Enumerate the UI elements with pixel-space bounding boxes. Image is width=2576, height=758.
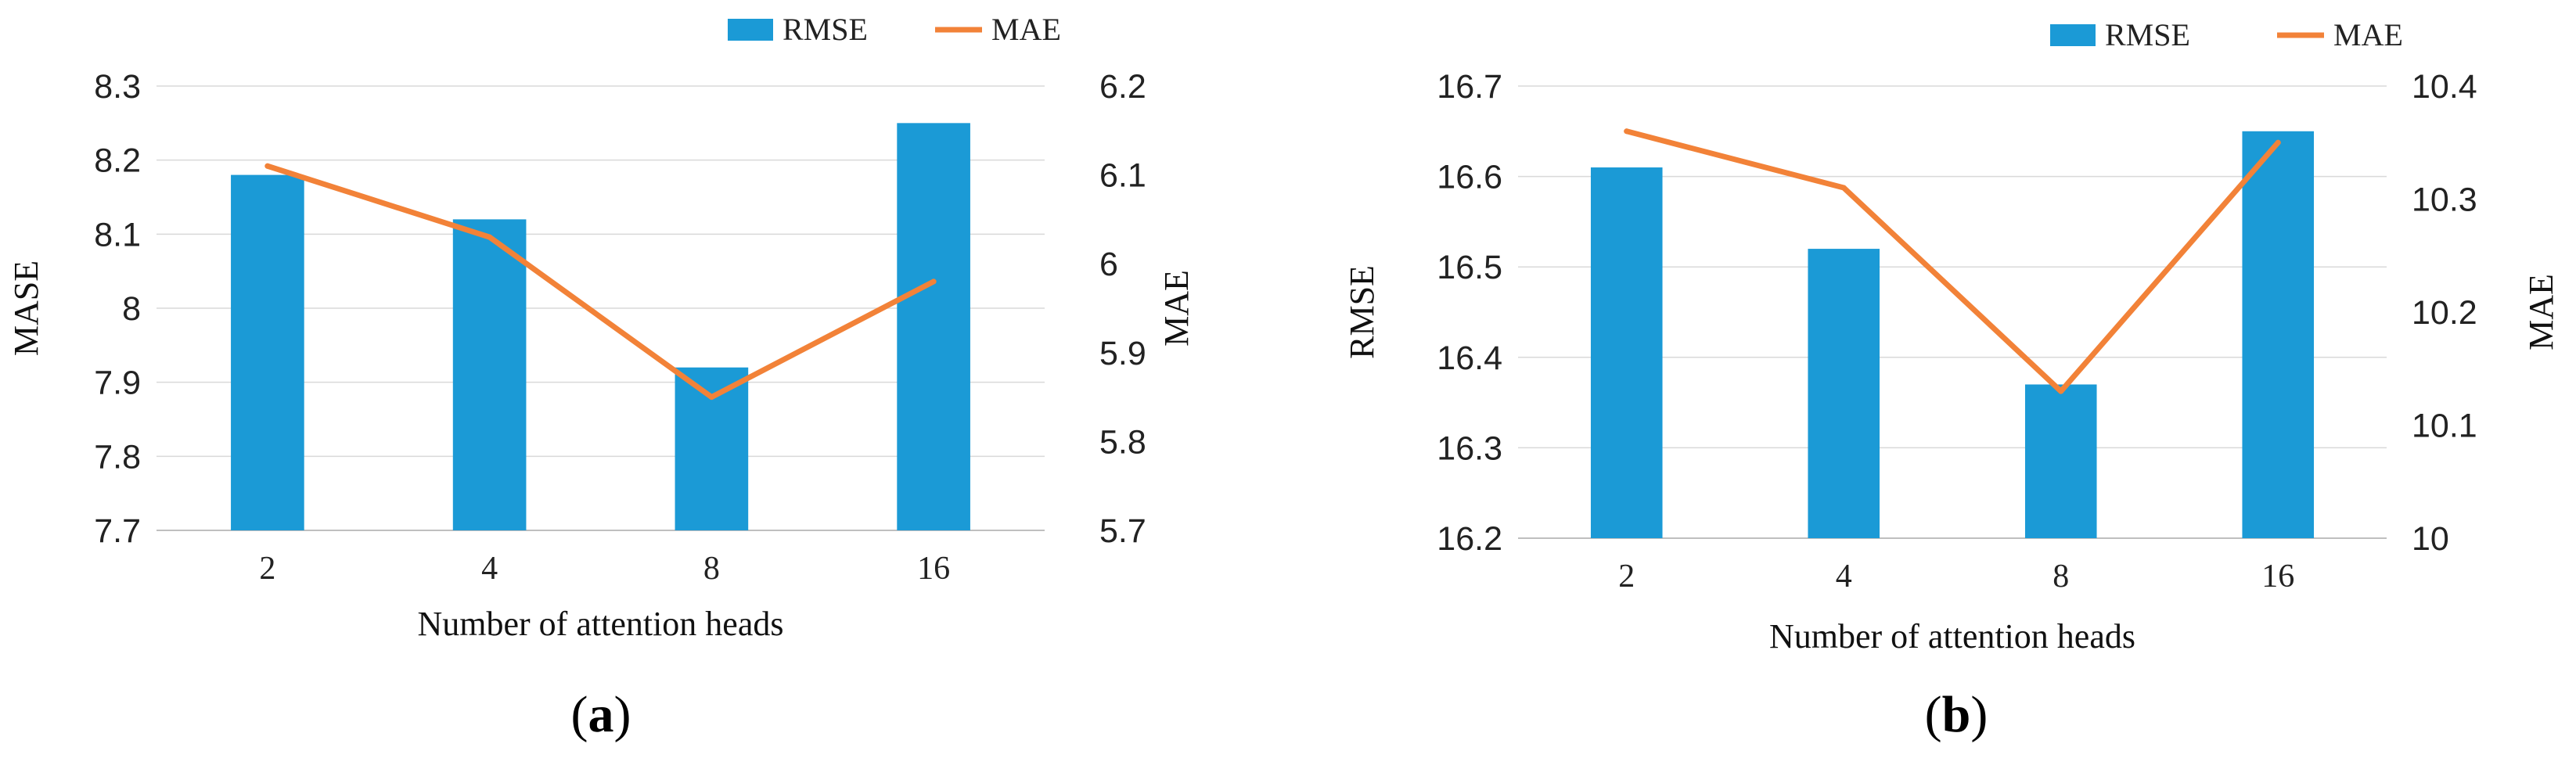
chart-b: 16.2 16.3 16.4 16.5 16.6 16.7 10 10.1 10.2 10.3 10… (1343, 17, 2560, 743)
y-tick-label: 7.9 (94, 365, 141, 402)
caption-close: ) (614, 686, 631, 743)
x-axis-title: Number of attention heads (1769, 617, 2135, 656)
y-tick-label: 7.7 (94, 512, 141, 550)
y2-tick-label: 5.9 (1099, 335, 1146, 372)
y-tick-label: 16.4 (1437, 339, 1502, 377)
point-mae-2 (1624, 128, 1630, 135)
y-axis-title: RMSE (1343, 265, 1381, 359)
point-mae-8 (708, 394, 714, 401)
caption-open: ( (571, 686, 588, 743)
y-tick-label: 16.6 (1437, 159, 1502, 196)
bar-rmse-8 (675, 367, 749, 530)
y-tick-label: 7.8 (94, 438, 141, 476)
x-axis-title: Number of attention heads (418, 605, 784, 643)
line-mae (1624, 128, 2281, 394)
bar-rmse-16 (2242, 131, 2315, 539)
y2-axis-title: MAE (1157, 270, 1196, 347)
legend: RMSE MAE (728, 12, 1061, 47)
y2-tick-label: 5.7 (1099, 512, 1146, 550)
panel-caption: (b) (1925, 686, 1988, 743)
y2-tick-label: 10.2 (2412, 294, 2477, 332)
x-tick-label: 2 (1618, 559, 1635, 595)
bar-rmse-4 (452, 219, 527, 530)
y2-tick-label: 10.3 (2412, 181, 2477, 219)
y2-tick-label: 10 (2412, 520, 2449, 558)
legend-label-rmse: RMSE (2105, 17, 2190, 52)
point-mae-16 (930, 278, 937, 285)
x-tick-label: 16 (2261, 559, 2294, 595)
y-tick-label: 16.3 (1437, 429, 1502, 467)
x-tick-label: 8 (2053, 559, 2069, 595)
x-tick-label: 16 (917, 551, 950, 587)
bar-rmse-16 (897, 123, 970, 531)
y2-axis-title: MAE (2522, 274, 2560, 350)
y-tick-label: 16.5 (1437, 249, 1502, 286)
point-mae-8 (2058, 388, 2064, 394)
bar-rmse-8 (2024, 384, 2097, 538)
y2-tick-label: 10.4 (2412, 68, 2477, 106)
legend-swatch-rmse (2050, 24, 2096, 46)
y2-tick-label: 5.8 (1099, 423, 1146, 461)
y2-tick-label: 6.2 (1099, 68, 1146, 106)
y-tick-label: 16.7 (1437, 68, 1502, 106)
y2-tick-label: 6 (1099, 246, 1118, 283)
x-tick-label: 4 (481, 551, 498, 587)
caption-letter: b (1942, 686, 1971, 743)
line-mae (264, 163, 937, 401)
x-tick-label: 2 (259, 551, 275, 587)
x-tick-label: 4 (1836, 559, 1852, 595)
caption-letter: a (588, 686, 614, 743)
legend-label-mae: MAE (991, 12, 1061, 47)
point-mae-4 (1840, 185, 1847, 191)
y-tick-label: 8.1 (94, 216, 141, 253)
y2-tick-label: 6.1 (1099, 157, 1146, 195)
y-axis-title: MASE (7, 260, 45, 356)
legend-swatch-rmse (728, 19, 773, 41)
legend-label-mae: MAE (2333, 17, 2403, 52)
legend-label-rmse: RMSE (783, 12, 868, 47)
point-mae-4 (487, 234, 493, 240)
y2-tick-label: 10.1 (2412, 408, 2477, 445)
bar-rmse-2 (1590, 167, 1663, 539)
chart-a: 7.7 7.8 7.9 8 8.1 8.2 8.3 5.7 5.8 5.9 6 6.1 6.2 2 4 8 16… (7, 12, 1196, 743)
caption-close: ) (1970, 686, 1988, 743)
bar-rmse-2 (231, 174, 304, 530)
point-mae-2 (264, 163, 271, 169)
y-tick-label: 8.3 (94, 68, 141, 106)
caption-open: ( (1925, 686, 1942, 743)
panel-caption: (a) (571, 686, 631, 743)
y-tick-label: 16.2 (1437, 520, 1502, 558)
legend: RMSE MAE (2050, 17, 2403, 52)
y-tick-label: 8.2 (94, 142, 141, 180)
y-tick-label: 8 (122, 290, 141, 328)
point-mae-16 (2275, 139, 2281, 145)
bar-rmse-4 (1808, 249, 1880, 538)
x-tick-label: 8 (703, 551, 720, 587)
